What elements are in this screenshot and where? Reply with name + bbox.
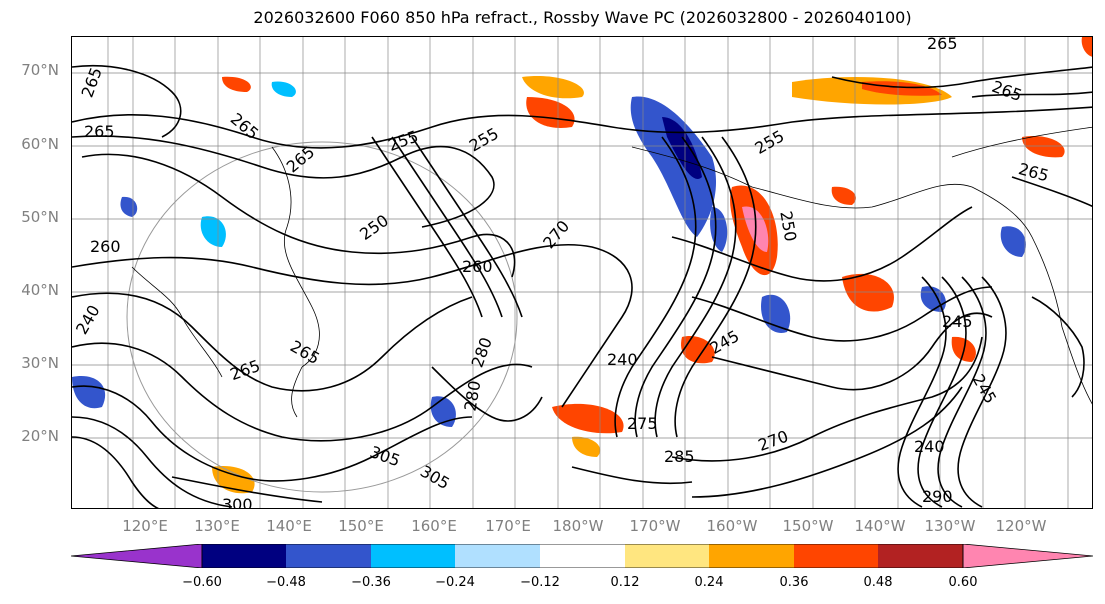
colorbar-tick: −0.36 [351, 575, 391, 590]
colorbar-segment [794, 544, 878, 568]
colorbar-tick: 0.48 [863, 575, 893, 590]
colorbar-tick: 0.24 [694, 575, 724, 590]
lat-label-30n: 30°N [21, 354, 59, 372]
colorbar-segment [202, 544, 286, 568]
contour-label: 250 [776, 210, 800, 243]
lon-label-120w: 120°W [995, 517, 1047, 535]
lon-label-150w: 150°W [782, 517, 834, 535]
colorbar-extend-low [70, 543, 203, 569]
colorbar-tick: −0.60 [182, 575, 222, 590]
contour-label: 265 [84, 122, 115, 141]
contour-label: 245 [942, 312, 973, 331]
coastlines [131, 126, 1092, 418]
contour-label: 270 [756, 427, 791, 455]
lon-label-160e: 160°E [411, 517, 457, 535]
contour-label: 265 [78, 65, 106, 100]
map-canvas: 265 265 265 265 265 265 265 255 255 250 … [72, 37, 1092, 509]
contour-label: 265 [287, 337, 323, 369]
contour-label: 285 [664, 447, 695, 466]
colorbar-segment [540, 544, 625, 568]
contour-label: 255 [466, 124, 502, 156]
lon-label-170w: 170°W [629, 517, 681, 535]
colorbar-tick: 0.60 [948, 575, 978, 590]
colorbar-tick: 0.36 [779, 575, 809, 590]
colorbar-segment [371, 544, 455, 568]
contour-label: 265 [927, 37, 958, 53]
contour-label: 250 [356, 211, 392, 244]
colorbar-tick: −0.24 [435, 575, 475, 590]
colorbar [70, 543, 1094, 569]
colorbar-tick: −0.12 [520, 575, 560, 590]
contour-label: 280 [460, 379, 484, 412]
contour-label: 240 [914, 437, 945, 456]
lon-label-160w: 160°W [706, 517, 758, 535]
graticule [72, 37, 1092, 508]
colorbar-segment [625, 544, 709, 568]
map-title: 2026032600 F060 850 hPa refract., Rossby… [253, 8, 912, 27]
lon-label-120e: 120°E [122, 517, 168, 535]
lon-label-180w: 180°W [552, 517, 604, 535]
colorbar-segment [878, 544, 963, 568]
lat-label-20n: 20°N [21, 427, 59, 445]
lat-label-40n: 40°N [21, 281, 59, 299]
contour-label: 260 [462, 257, 493, 276]
contour-label: 265 [1016, 159, 1050, 185]
colorbar-svg [70, 543, 1094, 569]
contour-label: 265 [227, 356, 262, 384]
contour-label: 305 [367, 442, 402, 470]
lon-label-140w: 140°W [854, 517, 906, 535]
contour-label: 260 [90, 237, 121, 256]
colorbar-tick: −0.48 [266, 575, 306, 590]
lon-label-150e: 150°E [338, 517, 384, 535]
lon-label-170e: 170°E [485, 517, 531, 535]
colorbar-segment [709, 544, 794, 568]
contour-label: 265 [989, 77, 1024, 105]
contour-label: 275 [627, 414, 658, 433]
colorbar-segment [286, 544, 371, 568]
colorbar-tick: 0.12 [610, 575, 640, 590]
contour-label: 245 [969, 371, 1001, 407]
lat-label-70n: 70°N [21, 61, 59, 79]
contour-label: 255 [752, 126, 788, 158]
lat-label-60n: 60°N [21, 135, 59, 153]
contours [72, 64, 1092, 508]
colorbar-extend-high [962, 543, 1094, 569]
lon-label-130e: 130°E [194, 517, 240, 535]
contour-label: 305 [417, 462, 453, 494]
lat-label-50n: 50°N [21, 208, 59, 226]
map-panel: 265 265 265 265 265 265 265 255 255 250 … [71, 36, 1093, 509]
contour-label: 240 [72, 302, 104, 338]
colorbar-segment [455, 544, 540, 568]
lon-label-130w: 130°W [924, 517, 976, 535]
contour-label: 300 [222, 495, 253, 509]
lon-label-140e: 140°E [266, 517, 312, 535]
contour-label: 240 [607, 350, 638, 369]
contour-label: 290 [922, 487, 953, 506]
